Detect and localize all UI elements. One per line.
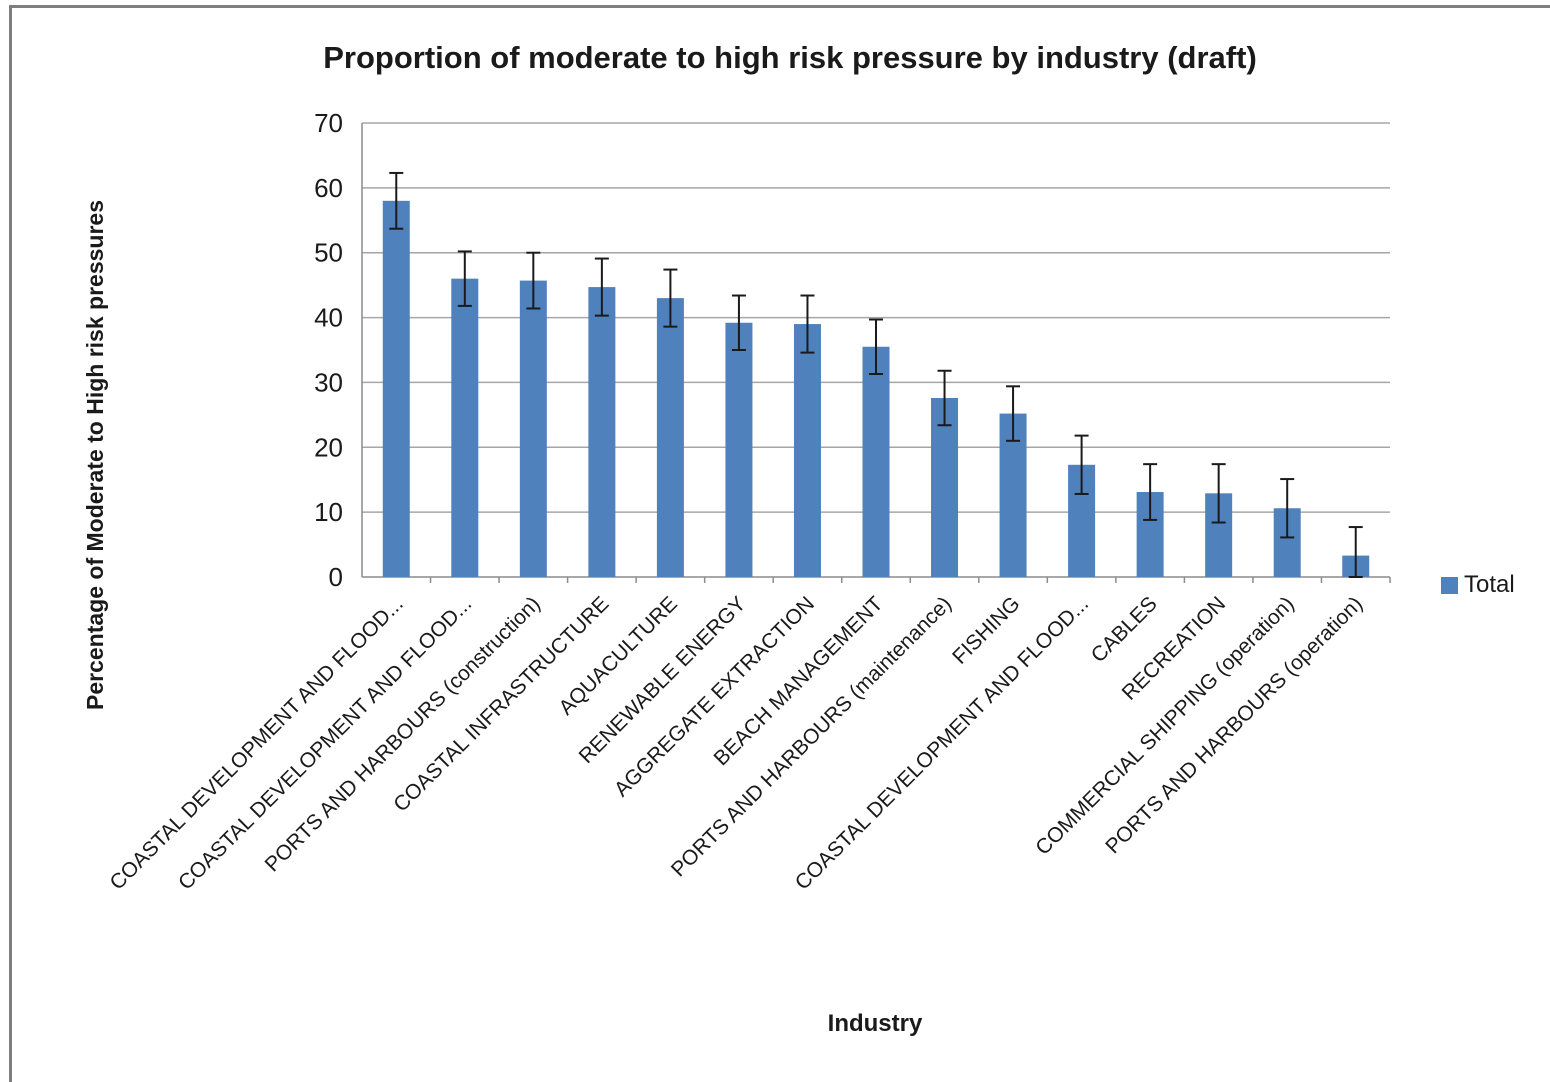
x-tick-label: COMMERCIAL SHIPPING (operation) — [1031, 592, 1298, 859]
y-tick-label: 70 — [314, 108, 343, 138]
x-tick-label: COASTAL DEVELOPMENT AND FLOOD... — [174, 592, 476, 894]
y-tick-label: 0 — [329, 562, 343, 592]
bar — [519, 280, 547, 577]
y-tick-label: 10 — [314, 497, 343, 527]
x-tick-label: COASTAL DEVELOPMENT AND FLOOD... — [105, 592, 407, 894]
bar — [862, 346, 890, 577]
x-tick-label: AQUACULTURE — [555, 592, 682, 719]
bar — [451, 278, 479, 577]
y-tick-label: 40 — [314, 303, 343, 333]
y-tick-label: 30 — [314, 367, 343, 397]
legend: Total — [1441, 571, 1515, 599]
y-tick-label: 50 — [314, 238, 343, 268]
x-tick-label: PORTS AND HARBOURS (construction) — [261, 592, 545, 876]
legend-swatch — [1441, 576, 1458, 594]
y-tick-label: 20 — [314, 432, 343, 462]
bar — [588, 287, 616, 577]
bar — [793, 324, 821, 577]
bar — [382, 200, 410, 578]
y-tick-label: 60 — [314, 173, 343, 203]
legend-label: Total — [1464, 571, 1515, 598]
x-axis-title: Industry — [827, 1010, 923, 1037]
chart-frame — [9, 5, 1550, 1082]
chart-title: Proportion of moderate to high risk pres… — [323, 40, 1257, 75]
x-tick-label: PORTS AND HARBOURS (operation) — [1101, 592, 1367, 858]
bar — [931, 397, 959, 577]
bar — [725, 322, 753, 577]
bar — [656, 298, 684, 577]
